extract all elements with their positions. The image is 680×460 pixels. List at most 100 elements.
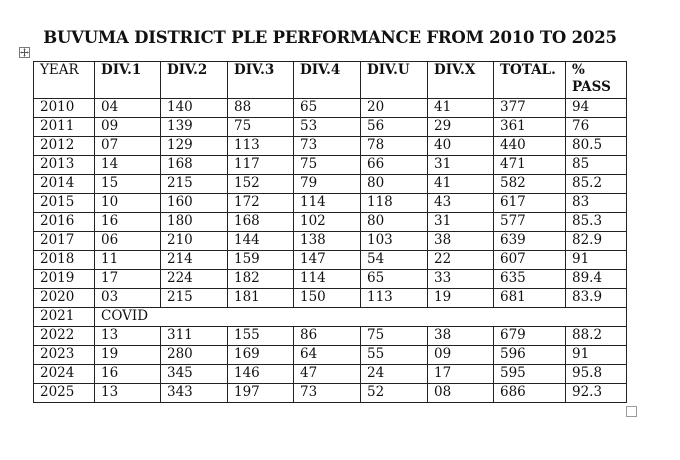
cell-div3: 117 (227, 155, 294, 175)
cell-year: 2020 (33, 288, 95, 308)
cell-year: 2018 (33, 250, 95, 270)
cell-pass: 91 (565, 345, 627, 365)
table-row: 2018 11 214 159 147 54 22 607 91 (33, 250, 627, 270)
cell-year: 2025 (33, 383, 95, 403)
cell-divu: 65 (360, 269, 428, 289)
cell-divu: 80 (360, 174, 428, 194)
table-row: 2014 15 215 152 79 80 41 582 85.2 (33, 174, 627, 194)
table-row: 2022 13 311 155 86 75 38 679 88.2 (33, 326, 627, 346)
cell-year: 2021 (33, 307, 95, 327)
cell-div1: 15 (94, 174, 161, 194)
cell-year: 2011 (33, 117, 95, 137)
cell-divx: 22 (427, 250, 494, 270)
cell-div3: 182 (227, 269, 294, 289)
header-div4: DIV.4 (293, 61, 361, 99)
cell-div4: 79 (293, 174, 361, 194)
table-row: 2010 04 140 88 65 20 41 377 94 (33, 98, 627, 118)
table-row: 2017 06 210 144 138 103 38 639 82.9 (33, 231, 627, 251)
cell-total: 377 (493, 98, 566, 118)
cell-div2: 215 (160, 174, 228, 194)
cell-covid-note: COVID (94, 307, 627, 327)
cell-div4: 64 (293, 345, 361, 365)
header-pass: % PASS (565, 61, 627, 99)
cell-div3: 146 (227, 364, 294, 384)
table-resize-handle-icon[interactable] (626, 406, 637, 417)
cell-divu: 118 (360, 193, 428, 213)
cell-total: 577 (493, 212, 566, 232)
cell-div2: 345 (160, 364, 228, 384)
cell-pass: 94 (565, 98, 627, 118)
header-total: TOTAL. (493, 61, 566, 99)
cell-divu: 24 (360, 364, 428, 384)
cell-divu: 75 (360, 326, 428, 346)
cell-div3: 75 (227, 117, 294, 137)
cell-div1: 07 (94, 136, 161, 156)
cell-div1: 13 (94, 326, 161, 346)
cell-year: 2014 (33, 174, 95, 194)
cell-div2: 214 (160, 250, 228, 270)
cell-div3: 172 (227, 193, 294, 213)
cell-total: 681 (493, 288, 566, 308)
cell-pass: 88.2 (565, 326, 627, 346)
cell-total: 596 (493, 345, 566, 365)
cell-divu: 66 (360, 155, 428, 175)
cell-div4: 47 (293, 364, 361, 384)
cell-pass: 82.9 (565, 231, 627, 251)
cell-year: 2023 (33, 345, 95, 365)
cell-divx: 31 (427, 212, 494, 232)
cell-div2: 210 (160, 231, 228, 251)
cell-div1: 10 (94, 193, 161, 213)
cell-div1: 03 (94, 288, 161, 308)
cell-total: 686 (493, 383, 566, 403)
cell-divx: 31 (427, 155, 494, 175)
cell-total: 607 (493, 250, 566, 270)
cell-div4: 138 (293, 231, 361, 251)
cell-year: 2017 (33, 231, 95, 251)
cell-div4: 114 (293, 269, 361, 289)
cell-divx: 17 (427, 364, 494, 384)
cell-div3: 168 (227, 212, 294, 232)
cell-div1: 04 (94, 98, 161, 118)
cell-div2: 215 (160, 288, 228, 308)
header-divx: DIV.X (427, 61, 494, 99)
cell-divu: 80 (360, 212, 428, 232)
cell-year: 2022 (33, 326, 95, 346)
cell-year: 2010 (33, 98, 95, 118)
table-header-row: YEAR DIV.1 DIV.2 DIV.3 DIV.4 DIV.U DIV.X TOTAL.… (33, 61, 627, 99)
cell-total: 582 (493, 174, 566, 194)
cell-total: 617 (493, 193, 566, 213)
cell-year: 2024 (33, 364, 95, 384)
cell-div4: 114 (293, 193, 361, 213)
cell-div1: 17 (94, 269, 161, 289)
table-row: 2020 03 215 181 150 113 19 681 83.9 (33, 288, 627, 308)
cell-pass: 85 (565, 155, 627, 175)
cell-pass: 85.2 (565, 174, 627, 194)
cell-divx: 08 (427, 383, 494, 403)
header-div1: DIV.1 (94, 61, 161, 99)
cell-year: 2015 (33, 193, 95, 213)
table-row: 2012 07 129 113 73 78 40 440 80.5 (33, 136, 627, 156)
cell-div4: 65 (293, 98, 361, 118)
cell-divu: 55 (360, 345, 428, 365)
cell-div2: 311 (160, 326, 228, 346)
cell-total: 440 (493, 136, 566, 156)
cell-div4: 147 (293, 250, 361, 270)
cell-divu: 54 (360, 250, 428, 270)
cell-pass: 76 (565, 117, 627, 137)
table-row: 2019 17 224 182 114 65 33 635 89.4 (33, 269, 627, 289)
cell-total: 639 (493, 231, 566, 251)
cell-divx: 33 (427, 269, 494, 289)
cell-div2: 139 (160, 117, 228, 137)
table-row: 2023 19 280 169 64 55 09 596 91 (33, 345, 627, 365)
cell-div4: 75 (293, 155, 361, 175)
cell-div1: 06 (94, 231, 161, 251)
cell-pass: 83.9 (565, 288, 627, 308)
cell-div3: 169 (227, 345, 294, 365)
cell-div1: 14 (94, 155, 161, 175)
table-move-handle-icon[interactable] (19, 47, 30, 58)
cell-total: 361 (493, 117, 566, 137)
cell-div1: 13 (94, 383, 161, 403)
cell-year: 2013 (33, 155, 95, 175)
cell-total: 679 (493, 326, 566, 346)
cell-div3: 181 (227, 288, 294, 308)
